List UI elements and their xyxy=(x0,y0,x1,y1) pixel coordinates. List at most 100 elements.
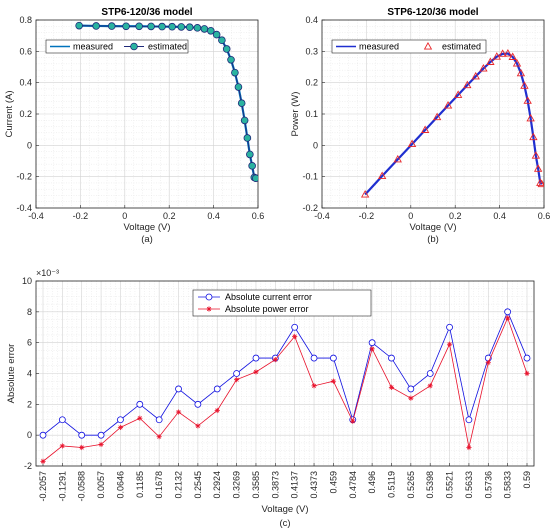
star-stroke xyxy=(98,442,104,447)
data-point-current-error xyxy=(329,354,337,362)
star-stroke xyxy=(215,408,220,413)
data-point-estimated xyxy=(377,171,387,180)
data-point-power-error xyxy=(195,423,201,429)
data-point-estimated xyxy=(122,22,130,31)
data-point-estimated xyxy=(479,64,488,72)
data-point-estimated xyxy=(200,25,209,33)
data-point-estimated xyxy=(107,22,116,30)
star-stroke xyxy=(253,369,259,375)
chart-current-voltage-title: STP6-120/36 model xyxy=(101,7,192,18)
data-point-estimated xyxy=(185,23,194,32)
legend-swatch-estimated xyxy=(423,41,433,50)
chart-current-voltage-series xyxy=(75,21,258,183)
x-tick-label: 0.0057 xyxy=(96,471,106,499)
x-tick-label: 0.3269 xyxy=(232,471,242,499)
data-point-estimated xyxy=(486,57,495,65)
chart-absolute-error-x-axis-label: Voltage (V) xyxy=(262,504,309,515)
data-point-estimated xyxy=(212,30,221,39)
data-point-current-error xyxy=(504,308,512,316)
chart-current-voltage-legend: measured estimated xyxy=(45,39,189,54)
x-tick-label: 0.459 xyxy=(328,471,338,494)
data-point-power-error xyxy=(79,444,85,451)
data-point-estimated xyxy=(158,22,166,31)
data-point-current-error xyxy=(117,416,124,424)
data-point-current-error xyxy=(233,370,241,377)
data-point-estimated xyxy=(531,151,541,159)
data-point-power-error xyxy=(59,443,65,449)
star-stroke xyxy=(466,445,472,450)
chart-power-voltage-title: STP6-120/36 model xyxy=(387,7,478,18)
chart-current-voltage-ticks: -0.4 -0.2 0 0.2 0.4 0.6 -0.4 -0.2 0 0.2 0.4 0.6 0.8 xyxy=(16,15,264,221)
data-point-estimated xyxy=(393,154,402,163)
data-point-estimated xyxy=(453,90,463,98)
legend-box xyxy=(45,39,189,54)
y-tick-label: 0.2 xyxy=(305,78,318,88)
chart-power-voltage-series xyxy=(360,49,544,198)
x-tick-label: -0.2 xyxy=(73,211,89,221)
x-tick-label: 0.5736 xyxy=(483,471,493,499)
data-point-estimated xyxy=(135,22,143,31)
data-point-estimated xyxy=(243,134,252,142)
data-point-estimated xyxy=(222,45,231,53)
data-point-power-error xyxy=(175,409,182,415)
x-tick-label: 0.1678 xyxy=(154,471,164,499)
y-tick-label: 0.8 xyxy=(19,15,32,25)
data-point-power-error xyxy=(214,407,220,414)
star-stroke xyxy=(486,360,491,365)
data-point-estimated xyxy=(206,27,215,35)
legend-entry: Absolute current error xyxy=(225,292,312,302)
x-tick-label: 0.2545 xyxy=(193,471,203,499)
data-point-current-error xyxy=(446,323,453,331)
data-point-power-error xyxy=(137,415,143,421)
chart-power-voltage-ticks: -0.4 -0.2 0 0.2 0.4 0.6-0.2-0.100.10.20.30.4 xyxy=(302,15,550,221)
data-point-current-error xyxy=(523,354,531,362)
x-tick-label: 0.4784 xyxy=(348,471,358,499)
x-tick-label: 0.1185 xyxy=(135,471,145,498)
legend-entry-estimated: estimated xyxy=(148,42,187,52)
chart-current-voltage-x-axis-label: Voltage (V) xyxy=(124,222,171,233)
data-point-estimated xyxy=(443,101,453,109)
data-point-estimated xyxy=(492,52,501,60)
data-point-power-error xyxy=(272,357,278,363)
data-point-power-error xyxy=(311,383,317,389)
y-tick-label: 6 xyxy=(27,338,32,348)
y-tick-label: 0.2 xyxy=(19,109,32,119)
y-tick-label: -0.1 xyxy=(302,172,318,182)
series-line-Absolute power error xyxy=(42,316,528,462)
data-point-current-error xyxy=(97,431,105,439)
y-tick-label: 0.1 xyxy=(305,109,318,119)
data-point-power-error xyxy=(369,346,375,352)
data-point-power-error xyxy=(117,424,124,431)
data-point-current-error xyxy=(194,400,202,408)
star-stroke xyxy=(408,396,413,401)
data-point-power-error xyxy=(388,384,395,390)
legend-entry-measured: measured xyxy=(73,42,113,52)
data-point-current-error xyxy=(465,416,473,424)
data-point-estimated xyxy=(168,22,176,31)
data-point-estimated xyxy=(516,68,526,77)
legend-entry-measured: measured xyxy=(359,42,399,52)
star-stroke xyxy=(206,306,212,312)
data-point-estimated xyxy=(512,59,522,67)
data-point-current-error xyxy=(407,385,415,393)
data-point-power-error xyxy=(427,383,433,389)
star-stroke xyxy=(157,434,162,439)
chart-current-voltage: -0.4 -0.2 0 0.2 0.4 0.6 -0.4 -0.2 0 0.2 0.4 0.6 0.8 S… xyxy=(4,7,264,245)
data-point-current-error xyxy=(426,370,434,377)
y-tick-label: 2 xyxy=(27,399,32,409)
data-point-estimated xyxy=(407,139,417,148)
data-point-estimated xyxy=(533,164,543,172)
data-point-current-error xyxy=(310,354,318,362)
chart-power-voltage-legend: measured estimated xyxy=(331,39,487,54)
star-stroke xyxy=(350,419,355,424)
data-point-estimated xyxy=(508,52,517,60)
star-stroke xyxy=(195,423,200,429)
chart-absolute-error-ticks: -0.2057 -0.1291 -0.0588 0.0057 0.0646 0.1185 0… xyxy=(22,276,532,502)
x-tick-label: 0 xyxy=(408,211,413,221)
chart-power-voltage-y-axis-label: Power (W) xyxy=(290,92,301,137)
chart-absolute-error: -0.2057 -0.1291 -0.0588 0.0057 0.0646 0.1185 0… xyxy=(6,268,535,529)
data-point-estimated xyxy=(234,83,243,91)
x-tick-label: 0.6 xyxy=(538,211,550,221)
data-point-estimated xyxy=(218,36,226,45)
data-point-power-error xyxy=(253,369,259,375)
